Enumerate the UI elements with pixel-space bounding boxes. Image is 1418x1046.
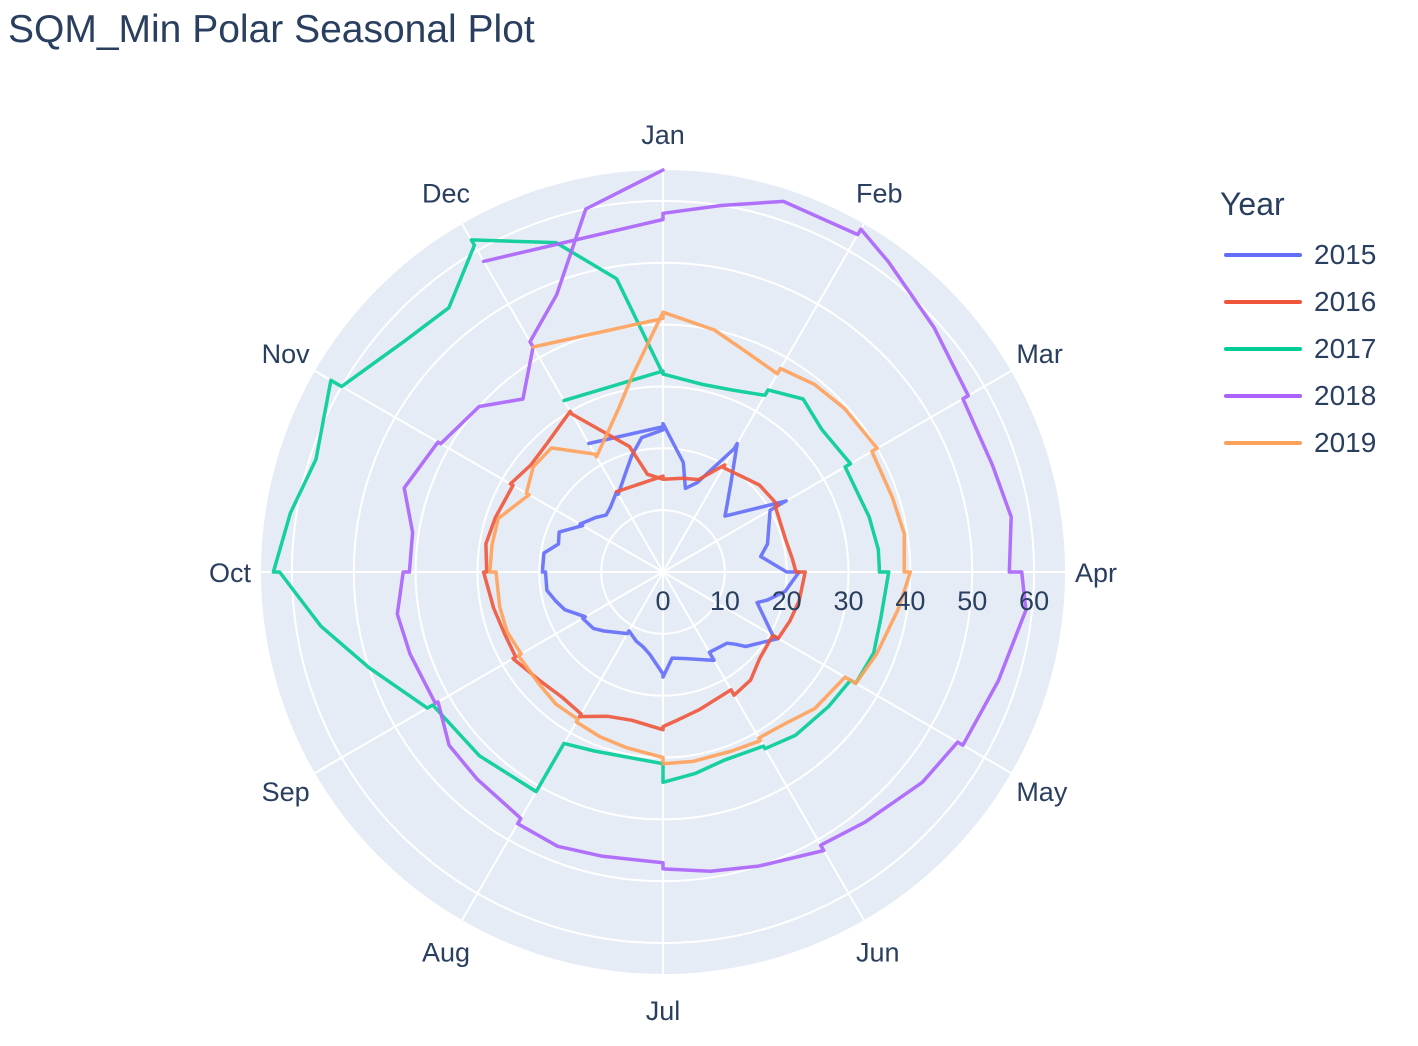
angular-tick-label: Jul xyxy=(646,996,681,1026)
legend-swatch xyxy=(1224,299,1302,304)
radial-tick-label: 20 xyxy=(772,586,802,616)
angular-gridline xyxy=(314,370,664,573)
angular-tick-label: Mar xyxy=(1016,339,1063,369)
angular-tick-label: Sep xyxy=(262,777,310,807)
angular-gridline xyxy=(314,571,664,774)
angular-tick-label: Feb xyxy=(856,179,903,209)
angular-gridline xyxy=(461,223,664,573)
series-line-2015 xyxy=(540,421,801,679)
angular-tick-label: Dec xyxy=(422,179,470,209)
legend-swatch xyxy=(1224,440,1302,445)
radial-tick-label: 40 xyxy=(895,586,925,616)
radial-tick-label: 30 xyxy=(834,586,864,616)
series-line-2017 xyxy=(271,238,891,794)
radial-tick-label: 10 xyxy=(710,586,740,616)
legend-swatch xyxy=(1224,346,1302,351)
angular-tick-label: Jun xyxy=(856,937,900,967)
legend-item-2016[interactable]: 2016 xyxy=(1220,278,1376,325)
series-layer xyxy=(271,168,1028,874)
angular-tick-label: Apr xyxy=(1075,558,1117,588)
angular-tick-label: Jan xyxy=(641,120,685,150)
angular-tick-label: Aug xyxy=(422,937,470,967)
legend-swatch xyxy=(1224,393,1302,398)
legend-label: 2019 xyxy=(1314,426,1377,458)
angular-gridline xyxy=(662,223,865,573)
legend-label: 2015 xyxy=(1314,238,1377,270)
polar-grid xyxy=(261,170,1065,974)
legend-swatch xyxy=(1224,252,1302,257)
chart-title: SQM_Min Polar Seasonal Plot xyxy=(8,8,535,51)
legend-title: Year xyxy=(1220,186,1285,222)
angular-tick-label: May xyxy=(1016,777,1068,807)
legend-label: 2018 xyxy=(1314,379,1377,411)
legend-label: 2016 xyxy=(1314,285,1377,317)
radial-tick-label: 50 xyxy=(957,586,987,616)
legend-label: 2017 xyxy=(1314,332,1377,364)
legend-item-2015[interactable]: 2015 xyxy=(1220,231,1376,278)
angular-tick-label: Oct xyxy=(209,558,252,588)
series-line-2016 xyxy=(481,409,807,732)
legend: Year 2015 2016 2017 2018 2019 xyxy=(1220,186,1376,466)
legend-item-2018[interactable]: 2018 xyxy=(1220,372,1376,419)
angular-gridline xyxy=(662,571,1012,774)
series-line-2019 xyxy=(488,310,913,766)
legend-item-2017[interactable]: 2017 xyxy=(1220,325,1376,372)
radial-tick-label: 60 xyxy=(1019,586,1049,616)
angular-gridline xyxy=(662,370,1012,573)
series-line-2018 xyxy=(395,168,1028,874)
angular-tick-label: Nov xyxy=(262,339,311,369)
legend-item-2019[interactable]: 2019 xyxy=(1220,419,1376,466)
radial-tick-label: 0 xyxy=(655,586,670,616)
axis-labels: 0 10 20 30 40 50 60 Jan Feb Mar Apr May Jun Jul Aug Sep… xyxy=(209,120,1117,1026)
